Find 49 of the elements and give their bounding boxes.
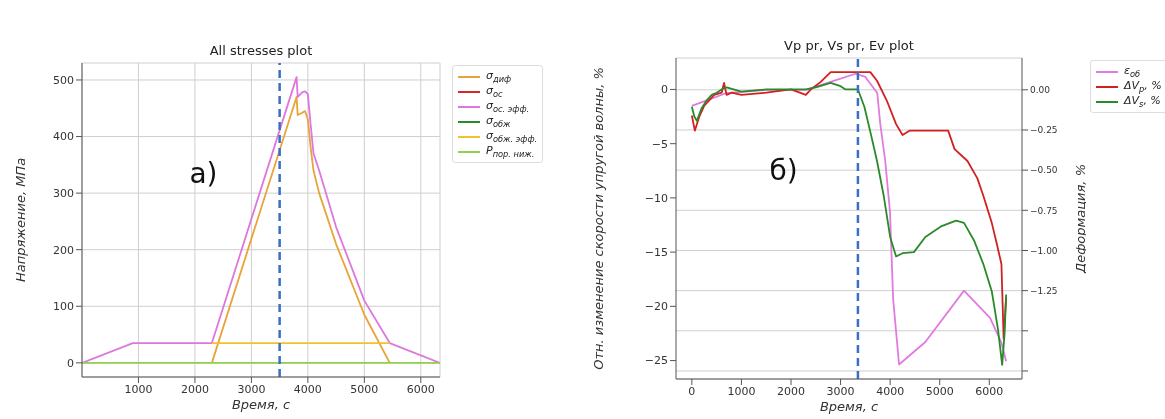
x-tick-label: 3000: [237, 382, 266, 396]
legend-label: ΔV$_{p}$, %: [1124, 78, 1162, 95]
x-tick-label: 5000: [925, 384, 954, 398]
x-tick-label: 5000: [350, 382, 379, 396]
y-axis-title: Отн. изменение скорости упругой волны, %: [590, 67, 606, 370]
y-tick-label: 200: [53, 243, 74, 257]
x-tick-label: 0: [688, 384, 696, 398]
y-tick-label: −20: [644, 300, 668, 314]
legend-label: ε$_{об}$: [1124, 63, 1141, 80]
x-tick-label: 2000: [777, 384, 805, 398]
x-tick-label: 6000: [975, 384, 1004, 398]
chart-title: All stresses plot: [208, 43, 314, 58]
x-tick-label: 4000: [876, 384, 905, 398]
y-axis-title: Напряжение, МПа: [12, 157, 28, 283]
legend-label: σ$_{обж. эфф.}$: [486, 128, 538, 145]
line-series: [82, 76, 440, 364]
y-tick-label: 500: [53, 73, 74, 87]
y2-tick-label: −0.50: [1030, 165, 1058, 176]
y2-tick-label: −0.75: [1030, 205, 1058, 216]
y2-tick-label: 0.00: [1030, 85, 1051, 96]
legend-label: P$_{пор. ниж.}$: [486, 143, 535, 160]
x-tick-label: 4000: [293, 382, 322, 396]
y-tick-label: 100: [53, 300, 74, 314]
x-tick-label: 2000: [180, 382, 209, 396]
y-tick-label: 400: [53, 130, 74, 144]
legend-label: σ$_{ос. эфф.}$: [486, 98, 530, 115]
y-tick-label: −25: [644, 354, 668, 368]
y-tick-label: 0: [661, 83, 668, 97]
x-axis-title: Время, с: [230, 397, 292, 412]
y-tick-label: −5: [651, 137, 668, 151]
y2-tick-label: −1.25: [1030, 285, 1058, 296]
y-tick-label: 300: [53, 187, 74, 201]
y-tick-label: −10: [644, 191, 668, 205]
y2-tick-label: −1.00: [1030, 245, 1058, 256]
legend-label: ΔV$_{s}$, %: [1124, 93, 1161, 110]
x-tick-label: 3000: [826, 384, 855, 398]
legend-label: σ$_{обж}$: [486, 113, 511, 130]
legend-label: σ$_{ос}$: [486, 83, 503, 100]
annotation: б): [769, 154, 798, 188]
x-tick-label: 1000: [124, 382, 153, 396]
y2-tick-label: −0.25: [1030, 125, 1058, 136]
chart-title: Vp pr, Vs pr, Ev plot: [783, 38, 915, 53]
y-tick-label: 0: [67, 356, 74, 370]
y-tick-label: −15: [644, 246, 668, 260]
legend-label: σ$_{диф}$: [486, 68, 512, 85]
annotation: a): [189, 157, 218, 191]
x-tick-label: 6000: [406, 382, 435, 396]
x-axis-title: Время, с: [818, 399, 880, 414]
x-tick-label: 1000: [727, 384, 756, 398]
